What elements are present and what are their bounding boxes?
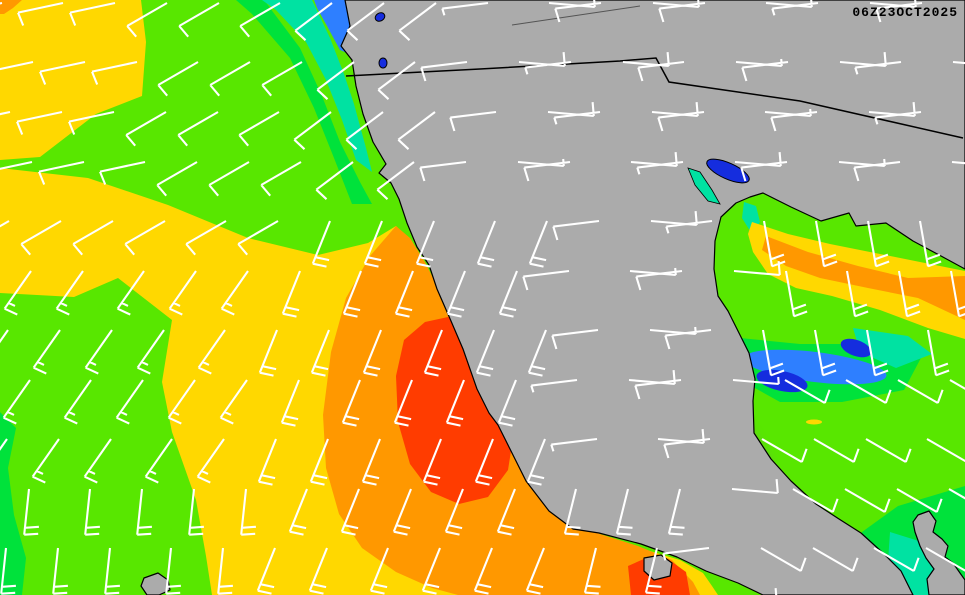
gulf-yellow-speck [806, 419, 822, 425]
border-layer [345, 5, 964, 139]
colorado-delta-strip [687, 167, 721, 205]
lake-reservoir-north [374, 12, 386, 22]
socal-teal-band [262, 0, 372, 172]
pacific-yellow-topleft [0, 0, 146, 160]
state-border [511, 5, 641, 26]
lake-laguna-salada [706, 158, 750, 184]
lakes-layer [374, 12, 750, 184]
pacific-orange-corner [0, 0, 22, 14]
us-mexico-border [345, 57, 964, 139]
delta-layer [687, 167, 721, 205]
timestamp-label: 06Z23OCT2025 [852, 5, 958, 20]
gulf-orange-band [762, 236, 965, 320]
pacific-orange-central [323, 226, 700, 595]
gulf-teal-wedge [853, 328, 932, 368]
gulf-navy-spot-east [840, 338, 872, 358]
socal-midgreen-band [236, 0, 372, 204]
lake-reservoir-south [378, 57, 388, 69]
